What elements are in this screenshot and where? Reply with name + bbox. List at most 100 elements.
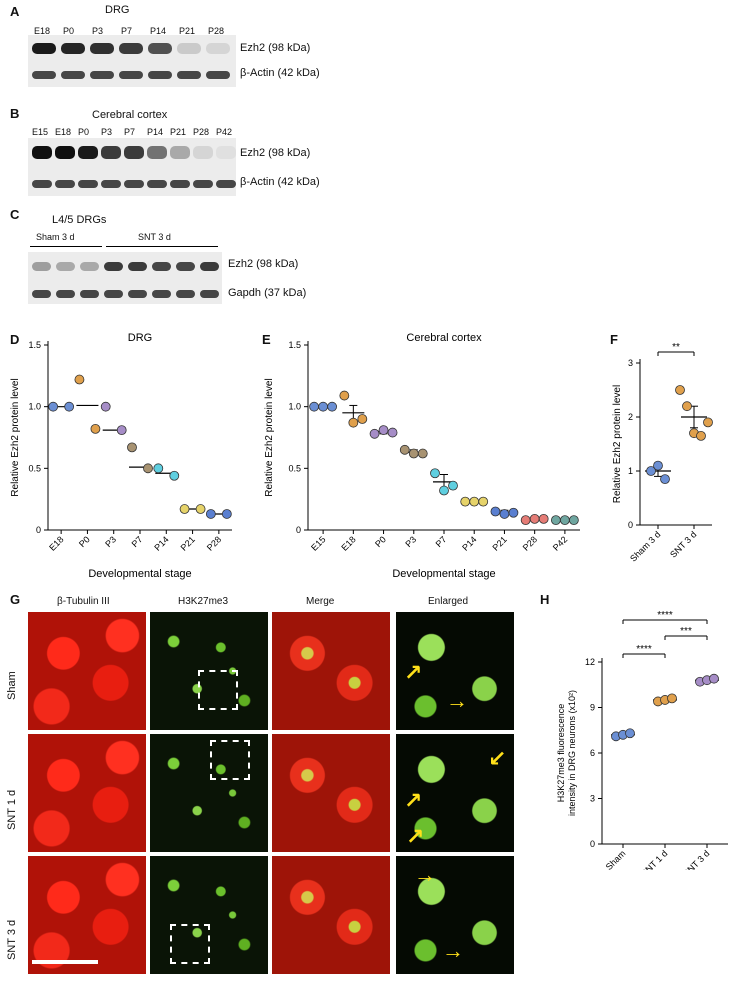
significance-label: ****: [657, 610, 673, 621]
loading-control-band: [56, 290, 75, 298]
blot-c-image: [28, 252, 222, 304]
data-point: [399, 444, 410, 455]
data-point: [682, 401, 692, 412]
lane-label: E15: [32, 127, 49, 137]
ezh2-band: [32, 146, 52, 159]
data-point: [675, 385, 685, 395]
micro-col-header-1: β-Tubulin III: [57, 596, 110, 607]
data-point: [550, 515, 561, 526]
y-tick-label: 0.5: [28, 463, 41, 473]
yellow-arrow-icon: →: [414, 862, 436, 887]
data-point: [417, 448, 428, 459]
loading-control-band: [61, 71, 85, 79]
x-tick-label: P28: [205, 534, 223, 552]
micro-row-label-snt1: SNT 1 d: [6, 789, 18, 830]
yellow-arrow-icon: ↗: [404, 788, 423, 813]
ezh2-band: [170, 146, 190, 159]
panel-label-h: H: [540, 592, 550, 607]
micro-col-header-2: H3K27me3: [178, 596, 229, 607]
data-point: [625, 728, 635, 739]
lane-label: P42: [216, 127, 233, 137]
data-point: [508, 507, 519, 518]
data-point: [169, 470, 180, 481]
loading-control-band: [176, 290, 195, 298]
y-tick-label: 0: [36, 525, 41, 535]
lane-label: P28: [208, 26, 225, 36]
y-tick-label: 1.0: [28, 402, 41, 412]
x-tick-label: P42: [551, 534, 569, 552]
blot-c-band-label-1: Ezh2 (98 kDa): [228, 258, 299, 270]
ezh2-band: [32, 43, 56, 54]
loading-control-band: [80, 290, 99, 298]
data-point: [568, 515, 579, 526]
blot-c-snt-line: [106, 246, 218, 247]
blot-c-title: L4/5 DRGs: [52, 214, 107, 226]
loading-control-band: [148, 71, 172, 79]
loading-control-band: [206, 71, 230, 79]
data-point: [448, 480, 458, 491]
lane-label: P28: [193, 127, 210, 137]
lane-label: P0: [63, 26, 75, 36]
yellow-arrow-icon: →: [442, 938, 464, 963]
blot-a-image: [28, 35, 236, 87]
panel-label-c: C: [10, 207, 20, 222]
data-point: [490, 506, 501, 517]
lane-label: E18: [55, 127, 72, 137]
significance-label: ****: [636, 644, 652, 655]
data-point: [348, 417, 359, 428]
loading-control-band: [101, 180, 121, 188]
data-point: [48, 401, 59, 412]
data-point: [74, 374, 85, 385]
lane-label: P14: [150, 26, 167, 36]
chart-title: Cerebral cortex: [406, 332, 482, 344]
micro-col-header-3: Merge: [306, 596, 335, 607]
data-point: [709, 673, 719, 684]
ezh2-band: [119, 43, 143, 54]
loading-control-band: [147, 180, 167, 188]
data-point: [327, 401, 338, 412]
micrograph-image: [272, 612, 390, 730]
x-tick-label: P7: [434, 534, 449, 549]
ezh2-band: [56, 262, 75, 271]
blot-b-image: [28, 138, 236, 196]
y-axis-label: Relative Ezh2 protein level: [612, 385, 623, 503]
ezh2-band: [78, 146, 98, 159]
data-point: [100, 401, 111, 412]
data-point: [339, 390, 350, 401]
lane-label: P7: [121, 26, 133, 36]
significance-label: ***: [680, 626, 692, 637]
panel-label-b: B: [10, 106, 20, 121]
data-point: [153, 463, 164, 474]
blot-a-band-label-1: Ezh2 (98 kDa): [240, 42, 311, 54]
micro-row-label-snt3: SNT 3 d: [6, 919, 18, 960]
micrograph-image: [28, 734, 146, 852]
x-tick-label: P14: [152, 534, 170, 552]
panel-label-g: G: [10, 592, 21, 607]
ezh2-band: [128, 262, 147, 271]
lane-label: P0: [78, 127, 90, 137]
data-point: [660, 474, 670, 485]
data-point: [469, 496, 480, 507]
loading-control-band: [55, 180, 75, 188]
y-tick-label: 0: [296, 525, 301, 535]
lane-label: P21: [179, 26, 196, 36]
y-tick-label: 1.5: [28, 340, 41, 350]
yellow-arrow-icon: ↗: [404, 660, 423, 685]
y-tick-label: 1.0: [288, 402, 301, 412]
x-tick-label: P7: [130, 534, 145, 549]
loading-control-band: [104, 290, 123, 298]
y-axis-label: Relative Ezh2 protein level: [10, 378, 21, 496]
x-tick-label: P28: [521, 534, 539, 552]
data-point: [538, 513, 549, 524]
y-axis-label: intensity in DRG neurons (x10²): [567, 690, 577, 816]
data-point: [221, 509, 232, 519]
chart-e: 0 0.5 1.0 1.5 E15 E18 P0 P3 P7 P14 P21 P28 P42 Relati…: [264, 332, 580, 580]
data-point: [116, 425, 127, 435]
ezh2-band: [147, 146, 167, 159]
data-point: [559, 515, 570, 526]
x-tick-label: SNT 3 d: [668, 529, 698, 559]
ezh2-band: [124, 146, 144, 159]
data-point: [127, 442, 137, 453]
yellow-arrow-icon: →: [446, 688, 468, 713]
x-tick-label: P14: [460, 534, 478, 552]
